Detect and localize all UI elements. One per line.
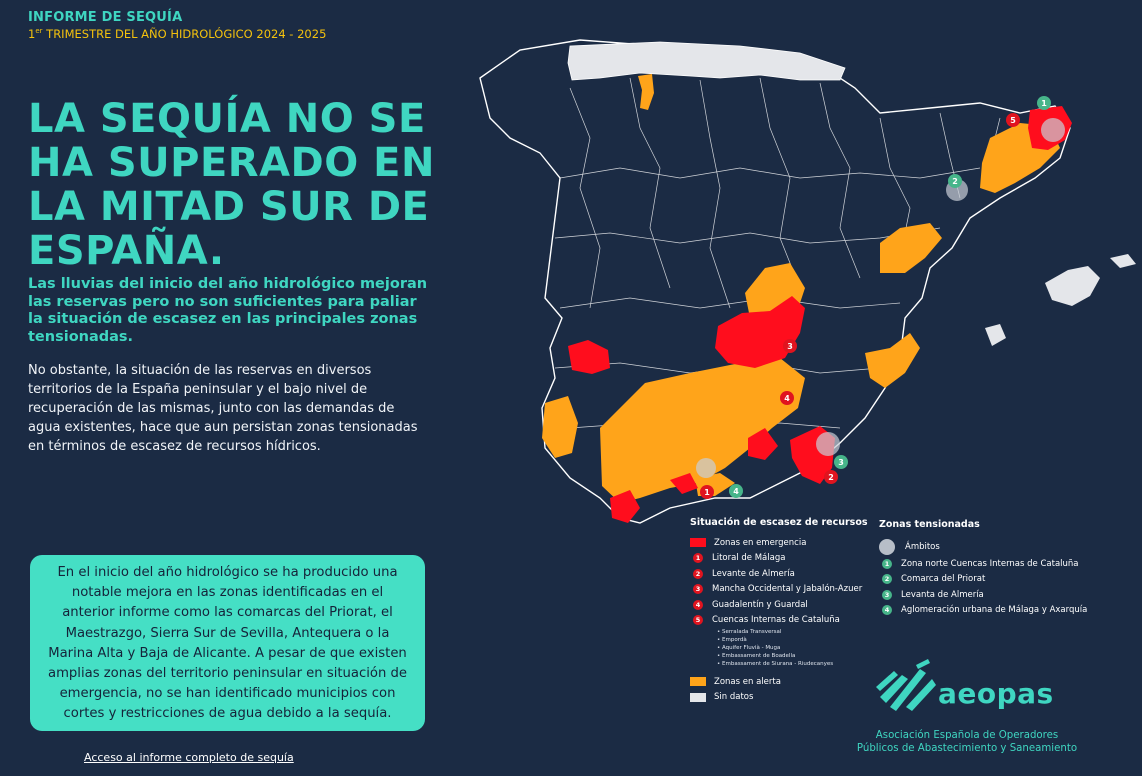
badge-green-3-icon: 3: [882, 589, 892, 600]
legend-item-label: Zona norte Cuencas Internas de Cataluña: [901, 558, 1079, 569]
legend-tension-title: Zonas tensionadas: [879, 519, 980, 530]
scope-circle-icon: [879, 538, 895, 555]
highlight-note-text: En el inicio del año hidrológico se ha p…: [47, 565, 408, 722]
marker-red-3: 3: [787, 342, 793, 351]
legend-scarcity-item: 2 Levante de Almería: [690, 566, 870, 582]
legend-item-label: Comarca del Priorat: [901, 574, 986, 585]
emergency-extremadura: [568, 340, 610, 374]
no-data-ibiza: [985, 324, 1006, 346]
no-data-swatch: [690, 692, 706, 702]
no-data-menorca: [1110, 254, 1136, 268]
marker-red-1: 1: [704, 488, 710, 497]
alert-huelva: [542, 396, 578, 458]
highlight-note-box: En el inicio del año hidrológico se ha p…: [30, 555, 425, 731]
marker-green-4: 4: [733, 487, 739, 496]
legend-no-data: Sin datos: [690, 690, 870, 706]
tension-markers: 1 2 3 4: [729, 96, 1051, 498]
legend-item-label: Levante de Almería: [712, 568, 795, 579]
legend-no-data-label: Sin datos: [714, 692, 754, 703]
brand-org-name: Asociación Española de Operadores Públic…: [852, 729, 1082, 755]
legend-item-label: Litoral de Málaga: [712, 553, 786, 564]
subitem: Aquifer Fluvià - Muga: [717, 644, 870, 652]
alert-alicante: [865, 333, 920, 388]
legend-emergency: Zonas en emergencia: [690, 535, 870, 551]
marker-red-2: 2: [828, 473, 834, 482]
splash-brushstroke-icon: [876, 659, 936, 711]
legend-scarcity-item: 4 Guadalentín y Guardal: [690, 597, 870, 613]
marker-red-5: 5: [1010, 116, 1016, 125]
emergency-cadiz-coast: [670, 473, 698, 494]
marker-green-3: 3: [838, 458, 844, 467]
marker-green-1: 1: [1041, 99, 1047, 108]
legend-scarcity-item: 3 Mancha Occidental y Jabalón-Azuer: [690, 582, 870, 598]
catalonia-subitems: Serralada Transversal Empordà Aquifer Fl…: [717, 628, 870, 668]
emergency-mancha: [715, 296, 805, 368]
legend-tension-item: 1 Zona norte Cuencas Internas de Cataluñ…: [879, 556, 1089, 572]
brand-wordmark: aeopas: [938, 677, 1054, 710]
legend-alert-label: Zonas en alerta: [714, 676, 781, 687]
legend-scope: Ámbitos: [879, 537, 1089, 556]
tension-scope-malaga: [696, 458, 716, 478]
alert-swatch: [690, 677, 706, 687]
legend-scarcity-item: 5 Cuencas Internas de Cataluña: [690, 613, 870, 629]
org-line-2: Públicos de Abastecimiento y Saneamiento: [856, 743, 1078, 754]
subitem: Serralada Transversal: [717, 628, 870, 636]
alert-valencia-north: [880, 223, 942, 273]
emergency-markers: 5 3 4 1 2: [700, 113, 1020, 499]
tension-scope-almeria: [816, 432, 840, 456]
body-paragraph: No obstante, la situación de las reserva…: [28, 363, 418, 454]
legend-item-label: Cuencas Internas de Cataluña: [712, 615, 840, 626]
legend-scarcity: Situación de escasez de recursos Zonas e…: [690, 517, 870, 705]
tension-scope-catalonia: [1041, 118, 1065, 142]
aeopas-brand: aeopas Asociación Española de Operadores…: [857, 657, 1082, 757]
legend-emergency-label: Zonas en emergencia: [714, 537, 807, 548]
subitem: Embassament de Siurana - Riudecanyes: [717, 660, 870, 668]
legend-scarcity-title: Situación de escasez de recursos: [690, 517, 868, 528]
legend-scarcity-item: 1 Litoral de Málaga: [690, 551, 870, 567]
legend-item-label: Levanta de Almería: [901, 589, 984, 600]
badge-2-icon: 2: [693, 568, 703, 579]
legend-tension-item: 3 Levanta de Almería: [879, 587, 1089, 603]
badge-green-4-icon: 4: [882, 605, 892, 616]
headline: LA SEQUÍA NO SE HA SUPERADO EN LA MITAD …: [28, 96, 435, 274]
badge-green-1-icon: 1: [882, 558, 892, 569]
org-line-1: Asociación Española de Operadores: [875, 730, 1059, 741]
legend-alert: Zonas en alerta: [690, 674, 870, 690]
no-data-north-coast: [567, 41, 846, 81]
legend-item-label: Aglomeración urbana de Málaga y Axarquía: [901, 605, 1088, 616]
report-kicker: INFORME DE SEQUÍA 1er TRIMESTRE DEL AÑO …: [28, 10, 326, 41]
legend-scope-label: Ámbitos: [905, 541, 940, 552]
subitem: Empordà: [717, 636, 870, 644]
subitem: Embassament de Boadella: [717, 652, 870, 660]
marker-green-2: 2: [952, 177, 958, 186]
badge-3-icon: 3: [693, 584, 703, 595]
badge-5-icon: 5: [693, 615, 703, 626]
report-period: 1er TRIMESTRE DEL AÑO HIDROLÓGICO 2024 -…: [28, 27, 327, 41]
legend-tension-item: 2 Comarca del Priorat: [879, 572, 1089, 588]
legend-item-label: Guadalentín y Guardal: [712, 599, 808, 610]
emergency-guadalentin: [748, 428, 778, 460]
alert-cantabria: [638, 74, 654, 110]
spain-drought-map: 5 3 4 1 2 1 2 3 4: [460, 28, 1142, 538]
alert-andalusia: [600, 358, 805, 503]
subheadline: Las lluvias del inicio del año hidrológi…: [28, 276, 428, 345]
badge-green-2-icon: 2: [882, 574, 892, 585]
legend-tension-item: 4 Aglomeración urbana de Málaga y Axarqu…: [879, 603, 1089, 619]
emergency-malaga: [610, 490, 640, 523]
legend-item-label: Mancha Occidental y Jabalón-Azuer: [712, 584, 863, 595]
emergency-swatch: [690, 538, 706, 548]
marker-red-4: 4: [784, 394, 790, 403]
badge-1-icon: 1: [693, 553, 703, 564]
report-title: INFORME DE SEQUÍA: [28, 10, 183, 25]
full-report-link[interactable]: Acceso al informe completo de sequía: [84, 751, 294, 764]
legend-tension: Zonas tensionadas Ámbitos 1 Zona norte C…: [879, 519, 1089, 618]
no-data-mallorca: [1045, 266, 1100, 306]
badge-4-icon: 4: [693, 599, 703, 610]
